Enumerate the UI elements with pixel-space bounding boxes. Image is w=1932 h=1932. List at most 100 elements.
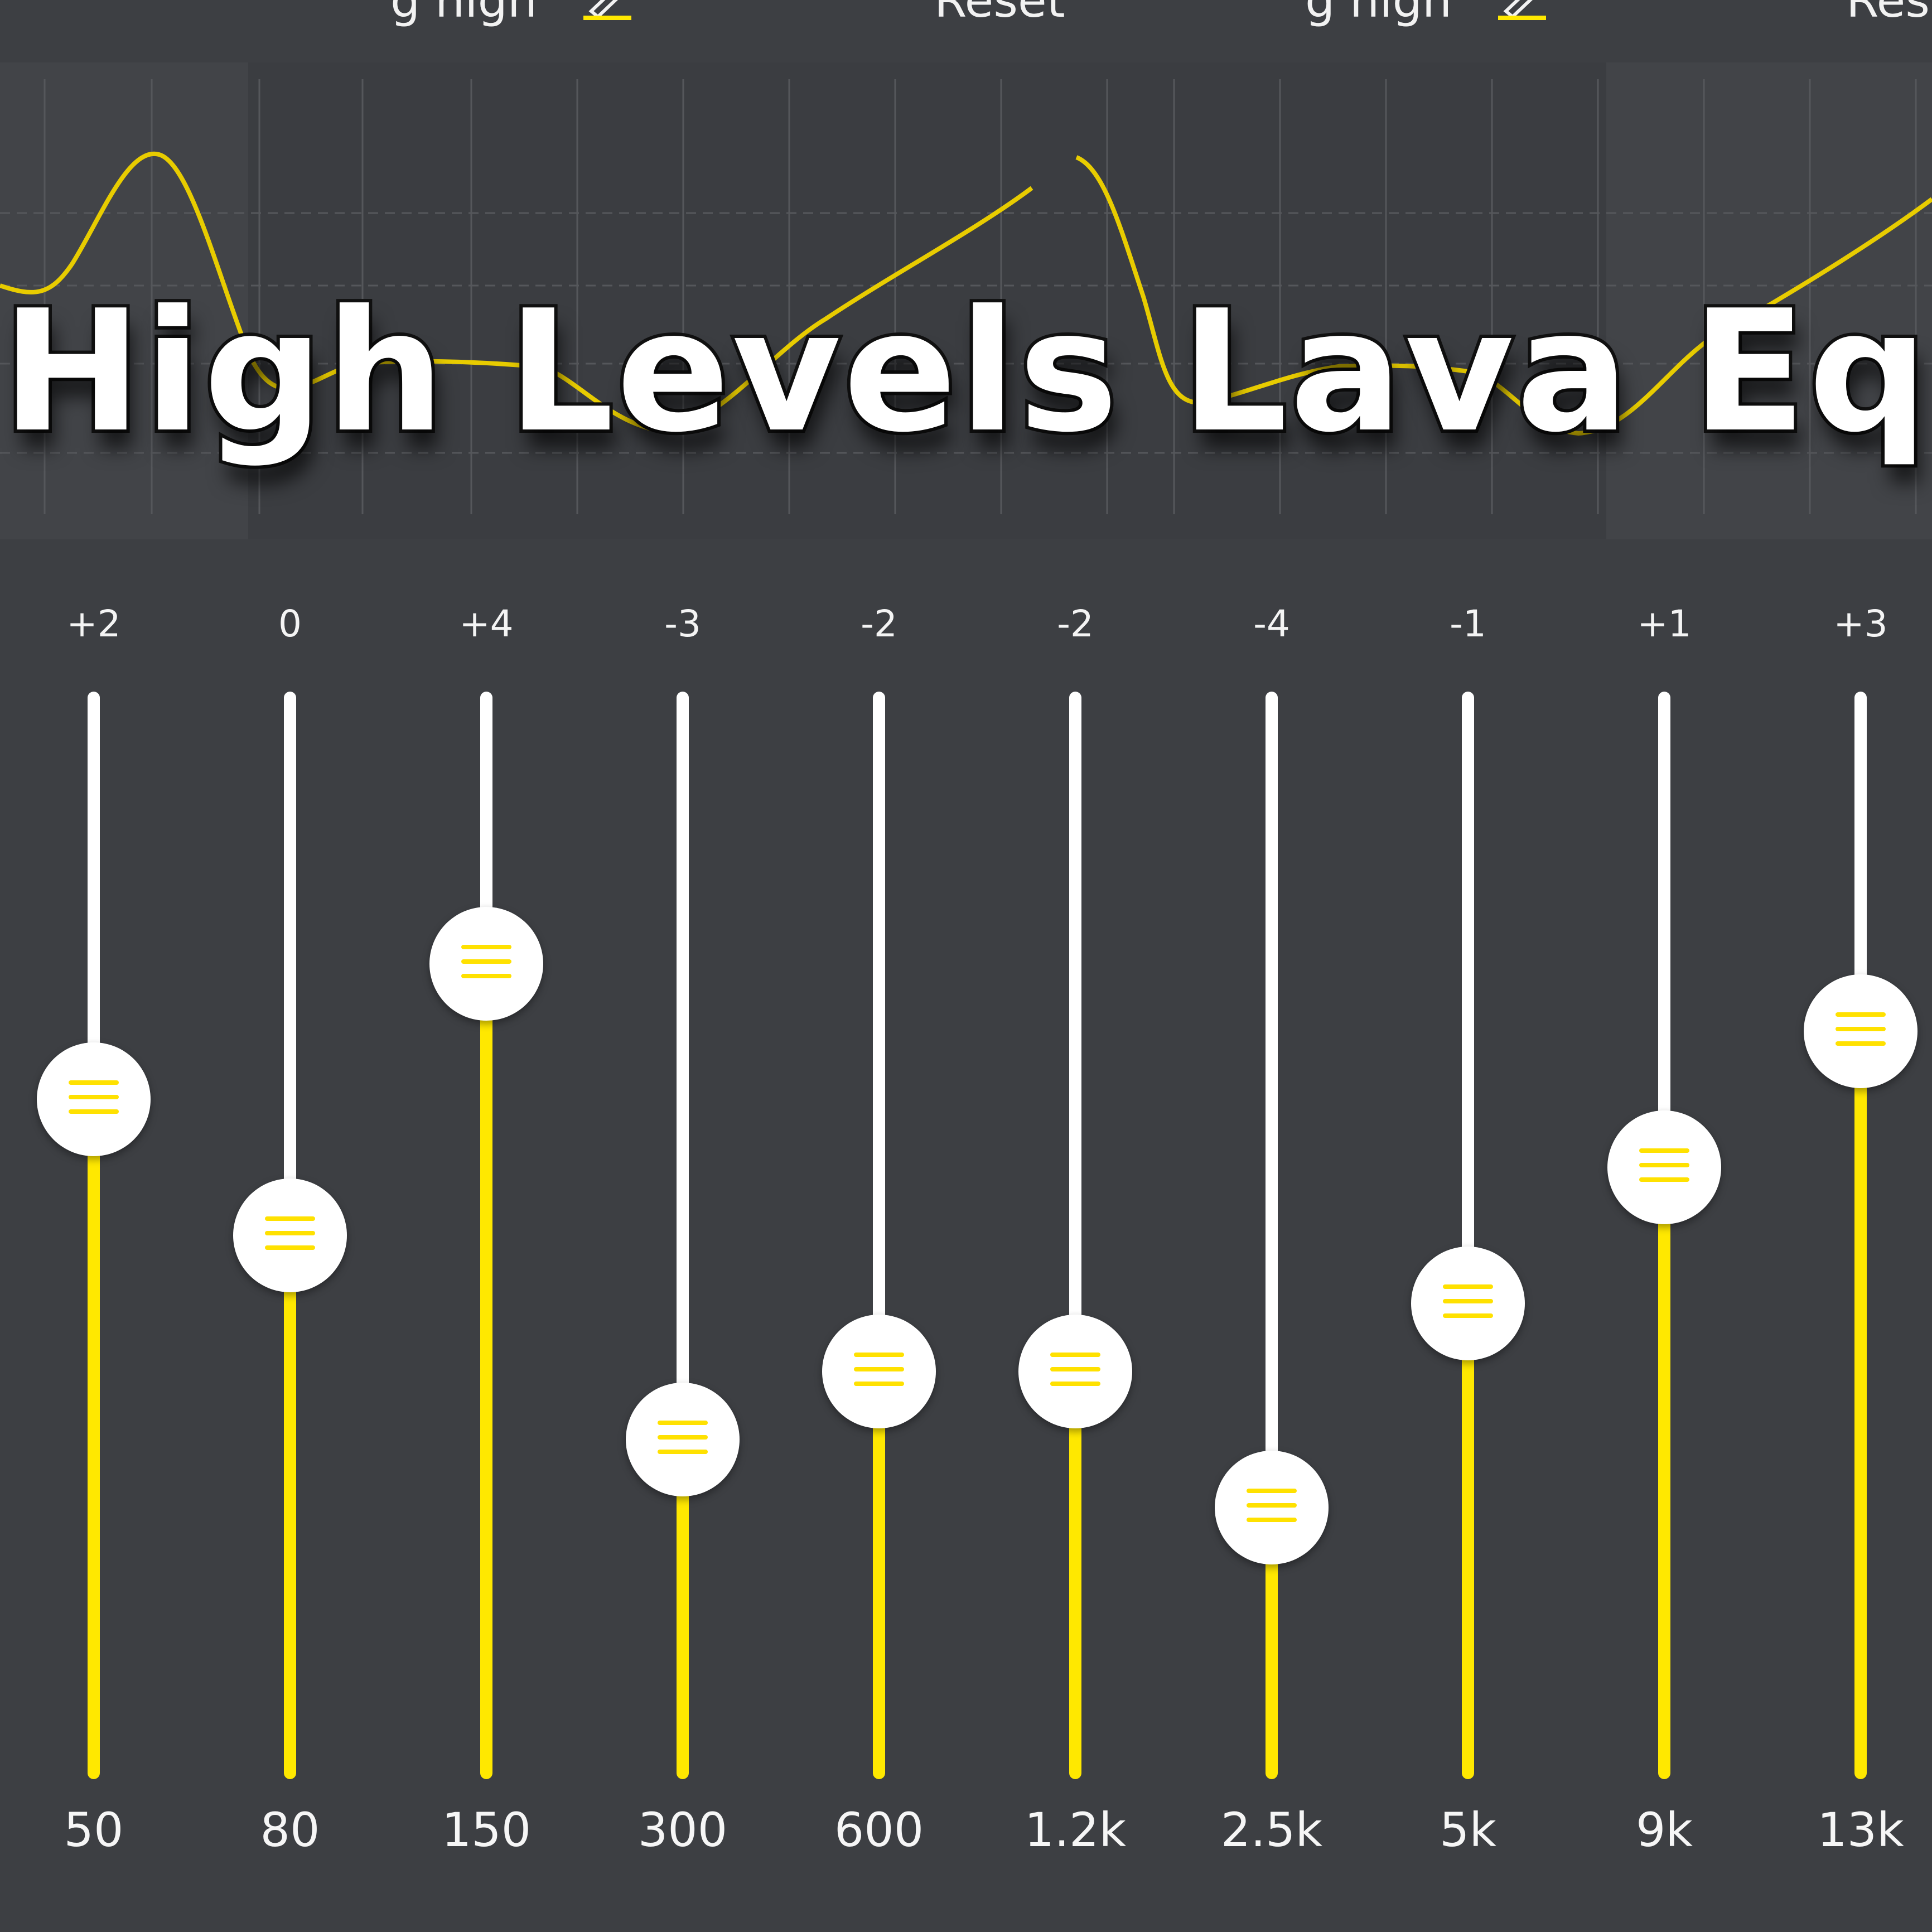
slider-knob[interactable] [626, 1382, 740, 1496]
slider-track-upper[interactable] [480, 692, 492, 964]
grip-line-icon [658, 1420, 708, 1425]
frequency-label: 50 [64, 1803, 124, 1857]
grip-line-icon [1639, 1163, 1689, 1168]
grip-line-icon [1443, 1298, 1493, 1303]
grip-line-icon [854, 1381, 904, 1386]
grip-line-icon [1050, 1366, 1100, 1371]
frequency-label: 80 [260, 1803, 320, 1857]
grip-line-icon [1836, 1012, 1886, 1017]
frequency-label: 1.2k [1024, 1803, 1127, 1857]
band-9k: +1 9k [1606, 591, 1723, 1874]
slider-knob[interactable] [1215, 1450, 1329, 1564]
band-150: +4 150 [428, 591, 545, 1874]
frequency-label: 300 [637, 1803, 728, 1857]
reset-button-right[interactable]: Res [1846, 0, 1930, 28]
grip-line-icon [854, 1352, 904, 1357]
grip-line-icon [854, 1366, 904, 1371]
slider-track-upper[interactable] [284, 692, 296, 1235]
band-600: -2 600 [820, 591, 938, 1874]
grip-line-icon [658, 1449, 708, 1454]
overlay-title: High Levels Lava Eq [0, 274, 1931, 469]
slider-knob[interactable] [429, 906, 543, 1021]
grip-line-icon [1836, 1041, 1886, 1046]
band-50: +2 50 [35, 591, 152, 1874]
eq-curve-svg [0, 62, 1932, 539]
eq-curve-graph: High Levels Lava Eq [0, 62, 1932, 539]
slider-track-upper[interactable] [1069, 692, 1081, 1371]
band-300: -3 300 [624, 591, 741, 1874]
gain-value-label: -4 [1253, 602, 1290, 645]
gain-value-label: -2 [1057, 602, 1094, 645]
frequency-label: 13k [1817, 1803, 1904, 1857]
frequency-label: 150 [441, 1803, 532, 1857]
grip-line-icon [69, 1109, 119, 1114]
preset-name-left[interactable]: g high [390, 0, 538, 28]
gain-value-label: -2 [861, 602, 897, 645]
slider-knob[interactable] [233, 1178, 347, 1292]
band-2.5k: -4 2.5k [1213, 591, 1330, 1874]
band-80: 0 80 [231, 591, 349, 1874]
slider-knob[interactable] [1018, 1314, 1132, 1428]
grip-line-icon [1247, 1488, 1297, 1493]
grip-line-icon [461, 959, 511, 964]
slider-track-upper[interactable] [1266, 692, 1278, 1508]
grip-line-icon [69, 1095, 119, 1100]
slider-knob[interactable] [1804, 974, 1917, 1089]
slider-track-fill[interactable] [1069, 1371, 1081, 1779]
slider-track-upper[interactable] [1658, 692, 1670, 1168]
pencil-edit-icon[interactable] [1495, 0, 1551, 25]
slider-track-fill[interactable] [1658, 1167, 1670, 1779]
band-1.2k: -2 1.2k [1017, 591, 1134, 1874]
grip-line-icon [461, 944, 511, 949]
grip-line-icon [1443, 1313, 1493, 1318]
slider-track-fill[interactable] [1854, 1031, 1867, 1779]
grip-line-icon [69, 1080, 119, 1085]
slider-track-upper[interactable] [873, 692, 885, 1371]
grip-line-icon [1836, 1027, 1886, 1032]
grip-line-icon [1247, 1503, 1297, 1508]
grip-line-icon [1050, 1352, 1100, 1357]
gain-value-label: 0 [278, 602, 302, 645]
band-13k: +3 13k [1802, 591, 1919, 1874]
frequency-label: 600 [834, 1803, 924, 1857]
slider-track-fill[interactable] [88, 1099, 100, 1779]
slider-track-fill[interactable] [284, 1235, 296, 1779]
band-5k: -1 5k [1409, 591, 1527, 1874]
slider-track-fill[interactable] [873, 1371, 885, 1779]
grip-line-icon [1247, 1517, 1297, 1522]
frequency-label: 5k [1439, 1803, 1497, 1857]
slider-knob[interactable] [37, 1042, 151, 1157]
gain-value-label: -1 [1450, 602, 1486, 645]
slider-track-fill[interactable] [1462, 1303, 1474, 1779]
grip-line-icon [658, 1434, 708, 1440]
header-bar: g high Reset g high Res [0, 0, 1932, 55]
grip-line-icon [1639, 1177, 1689, 1182]
slider-track-fill[interactable] [480, 963, 492, 1779]
slider-knob[interactable] [1607, 1110, 1721, 1225]
slider-track-upper[interactable] [1854, 692, 1867, 1032]
pencil-edit-icon[interactable] [580, 0, 636, 25]
grip-line-icon [1639, 1148, 1689, 1153]
slider-track-fill[interactable] [1266, 1507, 1278, 1779]
slider-track-upper[interactable] [1462, 692, 1474, 1303]
grip-line-icon [265, 1231, 315, 1235]
gain-value-label: -3 [664, 602, 701, 645]
slider-track-fill[interactable] [677, 1439, 689, 1779]
eq-curve-right [1075, 155, 1932, 436]
slider-track-upper[interactable] [677, 692, 689, 1440]
frequency-label: 9k [1635, 1803, 1693, 1857]
preset-name-right[interactable]: g high [1305, 0, 1452, 28]
slider-knob[interactable] [1411, 1246, 1525, 1360]
slider-track-upper[interactable] [88, 692, 100, 1100]
gain-value-label: +1 [1637, 602, 1692, 645]
frequency-label: 2.5k [1220, 1803, 1323, 1857]
grip-line-icon [1050, 1381, 1100, 1386]
grip-line-icon [461, 973, 511, 978]
gain-value-label: +4 [459, 602, 514, 645]
grip-line-icon [265, 1245, 315, 1250]
slider-knob[interactable] [822, 1314, 936, 1428]
grip-line-icon [265, 1216, 315, 1221]
gain-value-label: +2 [66, 602, 121, 645]
band-sliders: +2 50 0 80 +4 150 -3 300 -2 600 -2 1.2k -4 2.5k -1 5k +1… [0, 591, 1932, 1874]
reset-button-left[interactable]: Reset [934, 0, 1065, 28]
